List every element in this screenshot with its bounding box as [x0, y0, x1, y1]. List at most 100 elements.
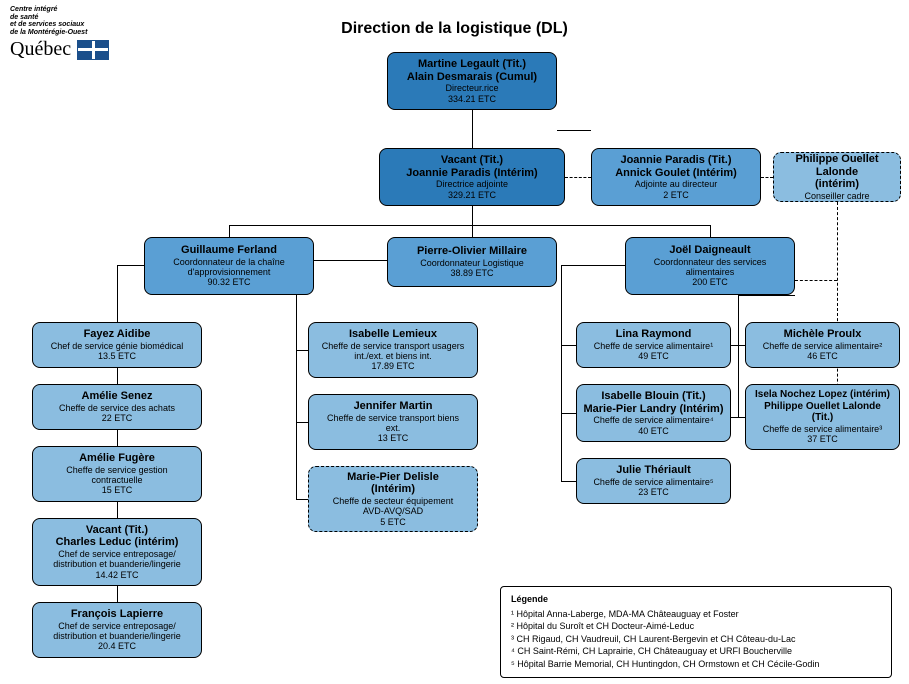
node-line: Directeur.rice: [445, 83, 498, 93]
connector: [561, 481, 576, 482]
node-line: 90.32 ETC: [207, 277, 250, 287]
node-line: 14.42 ETC: [95, 570, 138, 580]
org-node-b1: Isabelle LemieuxCheffe de service transp…: [308, 322, 478, 378]
org-node-b3: Marie-Pier Delisle(Intérim)Cheffe de sec…: [308, 466, 478, 532]
node-line: Joël Daigneault: [669, 244, 750, 257]
node-line: Amélie Senez: [82, 390, 153, 403]
connector: [472, 225, 473, 237]
legend-title: Légende: [511, 593, 881, 606]
node-line: Marie-Pier Landry (Intérim): [584, 403, 724, 416]
node-line: Isela Nochez Lopez (intérim): [755, 389, 890, 401]
legend-item: ⁴ CH Saint-Rémi, CH Laprairie, CH Châtea…: [511, 645, 881, 658]
node-line: 40 ETC: [638, 426, 669, 436]
node-line: (Intérim): [371, 483, 415, 496]
org-node-d3: Julie ThériaultCheffe de service aliment…: [576, 458, 731, 504]
org-node-a1: Fayez AidibeChef de service génie bioméd…: [32, 322, 202, 368]
org-node-a3: Amélie FugèreCheffe de service gestionco…: [32, 446, 202, 502]
connector: [795, 280, 837, 282]
connector: [710, 225, 711, 237]
node-line: 49 ETC: [638, 351, 669, 361]
node-line: Fayez Aidibe: [84, 328, 151, 341]
node-line: Cheffe de service alimentaire⁵: [593, 477, 713, 487]
org-chart-page: Centre intégréde santéet de services soc…: [0, 0, 909, 684]
node-line: Jennifer Martin: [354, 400, 433, 413]
node-line: Isabelle Blouin (Tit.): [601, 390, 705, 403]
node-line: Coordonnateur de la chaîne: [173, 257, 285, 267]
node-line: Annick Goulet (Intérim): [615, 167, 737, 180]
legend-item: ² Hôpital du Suroît et CH Docteur-Aimé-L…: [511, 620, 881, 633]
node-line: Cheffe de service gestion: [66, 465, 167, 475]
legend-item: ³ CH Rigaud, CH Vaudreuil, CH Laurent-Be…: [511, 633, 881, 646]
node-line: Coordonnateur Logistique: [420, 258, 524, 268]
connector: [761, 177, 773, 179]
legend-item: ⁵ Hôpital Barrie Memorial, CH Huntingdon…: [511, 658, 881, 671]
node-line: 5 ETC: [380, 517, 406, 527]
node-line: Guillaume Ferland: [181, 244, 277, 257]
org-node-adj: Vacant (Tit.)Joannie Paradis (Intérim)Di…: [379, 148, 565, 206]
page-title: Direction de la logistique (DL): [0, 20, 909, 38]
org-node-cons: Philippe Ouellet Lalonde(intérim)Conseil…: [773, 152, 901, 202]
node-line: distribution et buanderie/lingerie: [53, 559, 181, 569]
org-node-root: Martine Legault (Tit.)Alain Desmarais (C…: [387, 52, 557, 110]
connector: [561, 265, 562, 481]
connector: [738, 295, 795, 296]
node-line: Philippe Ouellet Lalonde: [778, 153, 896, 178]
node-line: Cheffe de service alimentaire¹: [594, 341, 713, 351]
node-line: 329.21 ETC: [448, 190, 496, 200]
node-line: 13.5 ETC: [98, 351, 136, 361]
connector: [557, 130, 591, 131]
node-line: Chef de service génie biomédical: [51, 341, 184, 351]
node-line: Cheffe de service des achats: [59, 403, 175, 413]
node-line: Isabelle Lemieux: [349, 328, 437, 341]
node-line: contractuelle: [91, 475, 142, 485]
legend-box: Légende¹ Hôpital Anna-Laberge, MDA-MA Ch…: [500, 586, 892, 678]
node-line: d'approvisionnement: [188, 267, 271, 277]
org-node-b2: Jennifer MartinCheffe de service transpo…: [308, 394, 478, 450]
node-line: AVD-AVQ/SAD: [363, 506, 423, 516]
org-node-a5: François LapierreChef de service entrepo…: [32, 602, 202, 658]
node-line: Cheffe de service transport usagers: [322, 341, 464, 351]
connector: [561, 413, 576, 414]
org-node-aide: Joannie Paradis (Tit.)Annick Goulet (Int…: [591, 148, 761, 206]
node-line: Charles Leduc (intérim): [56, 536, 179, 549]
node-line: 46 ETC: [807, 351, 838, 361]
node-line: 38.89 ETC: [450, 268, 493, 278]
node-line: 15 ETC: [102, 485, 133, 495]
org-node-c3: Joël DaigneaultCoordonnateur des service…: [625, 237, 795, 295]
quebec-logo: Québec: [10, 38, 109, 61]
node-line: Coordonnateur des services: [654, 257, 767, 267]
node-line: 22 ETC: [102, 413, 133, 423]
node-line: Cheffe de service transport biens: [327, 413, 459, 423]
connector: [472, 110, 473, 148]
connector: [738, 295, 739, 417]
node-line: Cheffe de service alimentaire²: [763, 341, 882, 351]
connector: [561, 265, 625, 266]
node-line: 334.21 ETC: [448, 94, 496, 104]
node-line: Philippe Ouellet Lalonde: [764, 401, 881, 413]
node-line: Chef de service entreposage/: [58, 621, 176, 631]
org-node-a2: Amélie SenezCheffe de service des achats…: [32, 384, 202, 430]
quebec-flag-icon: [77, 40, 109, 60]
connector: [296, 350, 308, 351]
connector: [296, 499, 308, 500]
connector: [229, 225, 230, 237]
node-line: Directrice adjointe: [436, 179, 508, 189]
node-line: François Lapierre: [71, 608, 163, 621]
connector: [731, 417, 745, 418]
node-line: Pierre-Olivier Millaire: [417, 245, 527, 258]
quebec-text: Québec: [10, 38, 71, 61]
connector: [565, 177, 591, 179]
node-line: Amélie Fugère: [79, 452, 155, 465]
node-line: Joannie Paradis (Intérim): [406, 167, 537, 180]
connector: [561, 345, 576, 346]
org-node-c2: Pierre-Olivier MillaireCoordonnateur Log…: [387, 237, 557, 287]
org-node-e1: Michèle ProulxCheffe de service alimenta…: [745, 322, 900, 368]
node-line: 37 ETC: [807, 434, 838, 444]
connector: [296, 260, 297, 500]
node-line: Vacant (Tit.): [86, 524, 148, 537]
node-line: Cheffe de service alimentaire³: [763, 424, 882, 434]
org-node-d2: Isabelle Blouin (Tit.)Marie-Pier Landry …: [576, 384, 731, 442]
node-line: Marie-Pier Delisle: [347, 471, 439, 484]
node-line: Vacant (Tit.): [441, 154, 503, 167]
node-line: 13 ETC: [378, 433, 409, 443]
